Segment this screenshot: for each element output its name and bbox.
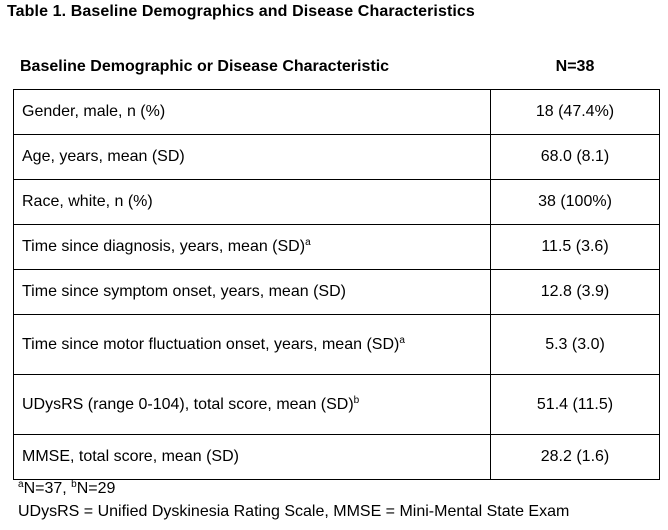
table-row: UDysRS (range 0-104), total score, mean … <box>13 374 660 435</box>
table-row: Time since symptom onset, years, mean (S… <box>13 269 660 315</box>
table-row: Race, white, n (%) 38 (100%) <box>13 179 660 225</box>
table-row: Age, years, mean (SD) 68.0 (8.1) <box>13 134 660 180</box>
footnote-abbreviations: UDysRS = Unified Dyskinesia Rating Scale… <box>18 503 570 520</box>
row-value: 11.5 (3.6) <box>490 224 660 270</box>
footnote-marker: b <box>353 394 360 406</box>
table-header: Baseline Demographic or Disease Characte… <box>0 58 668 82</box>
row-value: 28.2 (1.6) <box>490 434 660 480</box>
footnote-marker: b <box>71 479 77 490</box>
row-value: 5.3 (3.0) <box>490 314 660 375</box>
row-label: Gender, male, n (%) <box>13 89 491 135</box>
footnote-sample-sizes: aN=37, bN=29 <box>18 479 116 498</box>
row-label: Time since symptom onset, years, mean (S… <box>13 269 491 315</box>
footnote-marker: a <box>18 479 24 490</box>
table-row: Time since motor fluctuation onset, year… <box>13 314 660 375</box>
row-label: Race, white, n (%) <box>13 179 491 225</box>
row-label: Time since motor fluctuation onset, year… <box>13 314 491 375</box>
demographics-table: Gender, male, n (%) 18 (47.4%) Age, year… <box>13 89 660 480</box>
row-value: 51.4 (11.5) <box>490 374 660 435</box>
row-value: 38 (100%) <box>490 179 660 225</box>
row-label: Time since diagnosis, years, mean (SD)a <box>13 224 491 270</box>
row-label: MMSE, total score, mean (SD) <box>13 434 491 480</box>
table-row: MMSE, total score, mean (SD) 28.2 (1.6) <box>13 434 660 480</box>
table-title: Table 1. Baseline Demographics and Disea… <box>7 3 475 20</box>
row-label: Age, years, mean (SD) <box>13 134 491 180</box>
footnote-marker: a <box>399 334 405 346</box>
row-value: 18 (47.4%) <box>490 89 660 135</box>
header-characteristic: Baseline Demographic or Disease Characte… <box>20 58 390 75</box>
row-value: 12.8 (3.9) <box>490 269 660 315</box>
footnote-marker: a <box>305 237 311 248</box>
row-label: UDysRS (range 0-104), total score, mean … <box>13 374 491 435</box>
header-n: N=38 <box>555 58 595 75</box>
table-row: Gender, male, n (%) 18 (47.4%) <box>13 89 660 135</box>
row-value: 68.0 (8.1) <box>490 134 660 180</box>
table-row: Time since diagnosis, years, mean (SD)a … <box>13 224 660 270</box>
